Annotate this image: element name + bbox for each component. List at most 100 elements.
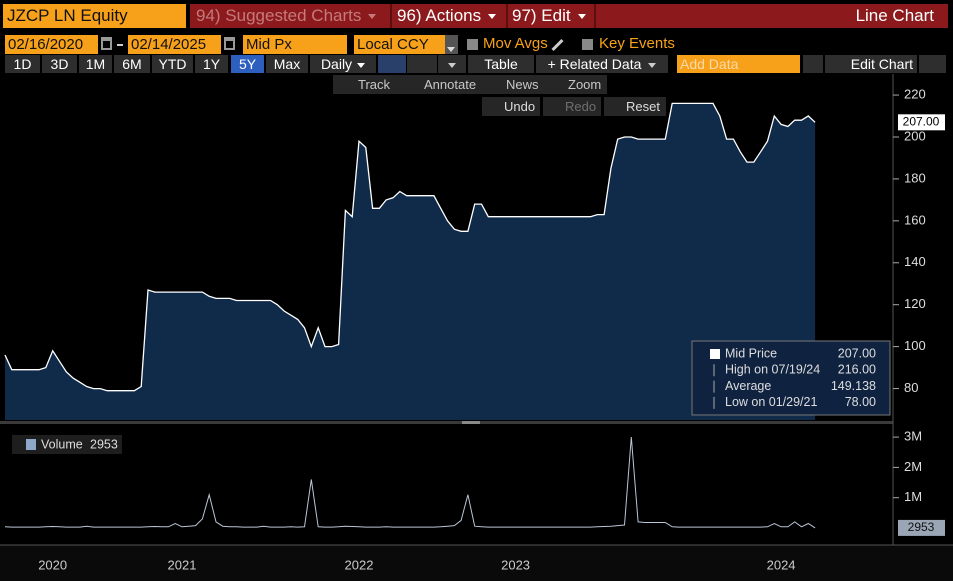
y-tick-label: 80 bbox=[904, 380, 918, 395]
redo-button[interactable]: Redo bbox=[543, 97, 601, 116]
y-tick-label: 2M bbox=[904, 459, 922, 474]
range-button[interactable]: 5Y bbox=[231, 55, 264, 73]
menu-label: 96) Actions bbox=[397, 6, 482, 25]
divider-handle bbox=[462, 421, 480, 424]
legend-name: Mid Price bbox=[725, 346, 777, 360]
legend-swatch bbox=[26, 439, 36, 450]
x-tick-label: 2022 bbox=[345, 557, 374, 572]
field-selector[interactable]: Mid Px bbox=[243, 35, 347, 54]
checkbox[interactable] bbox=[582, 39, 593, 50]
legend-value: 207.00 bbox=[838, 346, 876, 360]
range-button[interactable]: Max bbox=[266, 55, 308, 73]
checkbox-label: Key Events bbox=[599, 35, 675, 52]
calendar-icon[interactable] bbox=[101, 37, 112, 50]
legend-name: Volume bbox=[41, 437, 83, 451]
y-tick-label: 100 bbox=[904, 338, 926, 353]
separator bbox=[594, 4, 596, 28]
last-price-label: 207.00 bbox=[903, 114, 940, 128]
legend-value: 2953 bbox=[90, 437, 118, 451]
edit-chart-button[interactable]: Edit Chart bbox=[825, 55, 917, 73]
legend-value: 149.138 bbox=[831, 379, 876, 393]
dropdown-arrow bbox=[648, 62, 657, 68]
separator bbox=[506, 4, 508, 28]
y-tick-label: 160 bbox=[904, 212, 926, 227]
menu-label: 97) Edit bbox=[512, 6, 571, 25]
dropdown-arrow bbox=[357, 62, 366, 68]
y-tick-label: 3M bbox=[904, 429, 922, 444]
ticker-field[interactable]: JZCP LN Equity bbox=[3, 4, 186, 28]
y-tick-label: 120 bbox=[904, 296, 926, 311]
y-tick-label: 180 bbox=[904, 170, 926, 185]
menu-bar: 94) Suggested Charts 96) Actions 97) Edi… bbox=[190, 4, 948, 28]
last-price-tag bbox=[898, 114, 945, 131]
range-button[interactable]: 1Y bbox=[195, 55, 228, 73]
frequency-label: Daily bbox=[320, 56, 353, 72]
undo-button[interactable]: Undo bbox=[482, 97, 540, 116]
menu-item[interactable]: 96) Actions bbox=[397, 6, 497, 26]
bar-style-button[interactable] bbox=[407, 55, 437, 73]
dropdown[interactable] bbox=[445, 35, 458, 54]
chart-type-title: Line Chart bbox=[855, 6, 934, 25]
add-data-input[interactable]: Add Data bbox=[677, 55, 800, 73]
panel-divider bbox=[0, 421, 893, 424]
menu-item[interactable]: 97) Edit bbox=[512, 6, 586, 26]
reset-button[interactable]: Reset bbox=[604, 97, 666, 116]
dropdown-arrow bbox=[488, 14, 497, 20]
frequency-selector[interactable]: Daily bbox=[310, 55, 376, 73]
dropdown-arrow bbox=[448, 62, 456, 68]
legend-name: High on 07/19/24 bbox=[725, 363, 820, 377]
legend-value: 78.00 bbox=[845, 395, 876, 409]
x-tick-label: 2023 bbox=[501, 557, 530, 572]
range-button[interactable]: 1M bbox=[79, 55, 112, 73]
line-style-button[interactable] bbox=[378, 55, 406, 73]
menu-item[interactable]: 94) Suggested Charts bbox=[196, 6, 377, 26]
range-button[interactable]: 6M bbox=[114, 55, 150, 73]
y-tick-label: 140 bbox=[904, 254, 926, 269]
price-area bbox=[5, 103, 816, 421]
y-tick-label: 1M bbox=[904, 489, 922, 504]
table-button[interactable]: Table bbox=[468, 55, 534, 73]
end-date[interactable]: 02/14/2025 bbox=[128, 35, 221, 54]
volume-legend bbox=[12, 435, 122, 454]
legend-name: Low on 01/29/21 bbox=[725, 395, 817, 409]
x-tick-label: 2021 bbox=[168, 557, 197, 572]
range-button[interactable]: 1D bbox=[5, 55, 40, 73]
dropdown-arrow bbox=[368, 14, 377, 20]
bottom-axis-strip bbox=[0, 545, 953, 581]
x-tick-label: 2020 bbox=[38, 557, 67, 572]
checkbox-label: Mov Avgs bbox=[483, 35, 548, 52]
collapse-button[interactable] bbox=[803, 55, 823, 73]
currency-selector[interactable]: Local CCY bbox=[354, 35, 445, 54]
tool-button[interactable]: Track bbox=[336, 75, 391, 94]
legend-value: 216.00 bbox=[838, 363, 876, 377]
legend-name: Average bbox=[725, 379, 771, 393]
related-data-button[interactable]: + Related Data bbox=[536, 55, 668, 73]
related-data-label: + Related Data bbox=[547, 56, 642, 72]
price-line bbox=[4, 102, 816, 392]
checkbox[interactable] bbox=[467, 39, 478, 50]
separator bbox=[390, 4, 392, 28]
menu-label: 94) Suggested Charts bbox=[196, 6, 362, 25]
dropdown-arrow bbox=[577, 14, 586, 20]
settings-button[interactable] bbox=[919, 55, 946, 73]
dropdown-arrow bbox=[447, 47, 455, 53]
x-tick-label: 2024 bbox=[767, 557, 796, 572]
tool-button[interactable]: Annotate bbox=[402, 75, 477, 94]
y-tick-label: 200 bbox=[904, 128, 926, 143]
range-button[interactable]: 3D bbox=[42, 55, 77, 73]
range-button[interactable]: YTD bbox=[152, 55, 193, 73]
calendar-icon[interactable] bbox=[224, 37, 235, 50]
legend-swatch bbox=[710, 349, 720, 359]
tool-button[interactable]: Zoom bbox=[546, 75, 602, 94]
stats-legend bbox=[691, 340, 891, 416]
last-volume-label: 2953 bbox=[908, 520, 935, 534]
y-tick-label: 220 bbox=[904, 86, 926, 101]
last-volume-tag bbox=[898, 519, 945, 536]
volume-line bbox=[4, 437, 816, 529]
start-date[interactable]: 02/16/2020 bbox=[5, 35, 98, 54]
style-dropdown[interactable] bbox=[438, 55, 466, 73]
tool-button[interactable]: News bbox=[484, 75, 539, 94]
date-dash bbox=[117, 44, 123, 46]
